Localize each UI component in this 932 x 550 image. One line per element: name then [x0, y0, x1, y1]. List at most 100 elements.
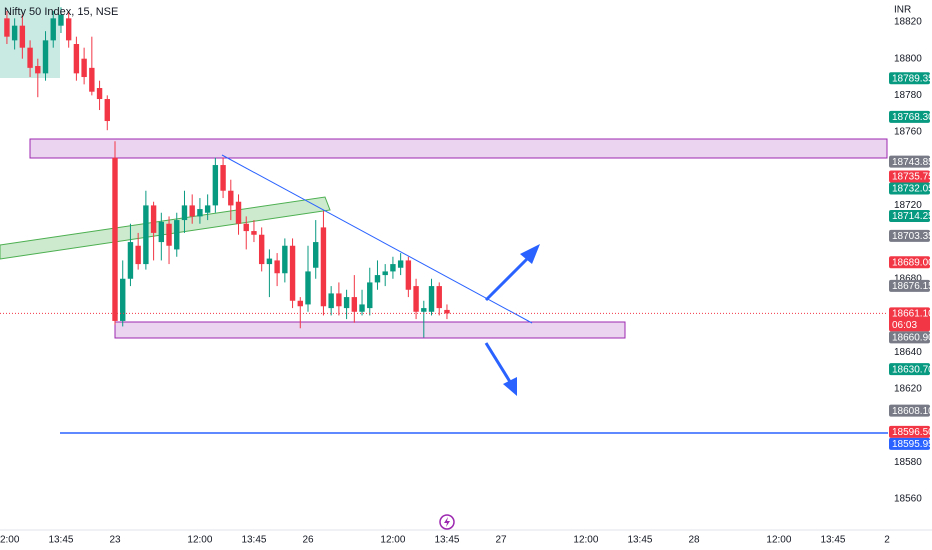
candle-body — [336, 293, 342, 307]
candle-body — [444, 309, 450, 314]
x-tick-label: 27 — [495, 535, 507, 546]
x-tick-label: 12:00 — [380, 535, 405, 546]
candle-body — [189, 205, 195, 217]
price-label: 18689.00 — [892, 257, 932, 268]
candle-body — [274, 260, 280, 274]
candle-body — [4, 18, 10, 37]
candle-body — [150, 205, 157, 233]
candle-body — [228, 190, 234, 206]
candle-body — [104, 99, 110, 122]
candle-body — [266, 258, 273, 265]
candle-body — [243, 223, 249, 232]
price-label-box — [889, 404, 930, 417]
price-label: 18608.10 — [892, 406, 932, 417]
candle-body — [313, 242, 319, 268]
trend-line — [221, 154, 533, 324]
candle-body — [143, 205, 149, 265]
candle-body — [367, 282, 373, 309]
support-zone — [114, 321, 626, 339]
arrow-up-head — [520, 244, 540, 264]
chart-title: Nifty 50 Index, 15, NSE — [4, 6, 118, 18]
candle-body — [436, 286, 442, 309]
candle-body — [204, 205, 211, 213]
candle-body — [181, 205, 188, 221]
candle-body — [35, 66, 41, 74]
price-label: 18596.50 — [892, 427, 932, 438]
candle-body — [343, 297, 350, 309]
x-tick-label: 12:00 — [573, 535, 598, 546]
candle-body — [197, 209, 203, 217]
y-tick-label: 18580 — [894, 457, 922, 468]
price-label: 18789.35 — [892, 73, 932, 84]
arrow-down — [484, 342, 514, 386]
arrow-up — [484, 254, 532, 302]
drawings — [0, 0, 888, 434]
lightning-icon[interactable] — [439, 514, 455, 530]
candle-body — [351, 297, 358, 312]
candle-body — [305, 271, 311, 305]
price-label: 18703.35 — [892, 231, 932, 242]
price-label: 18768.30 — [892, 112, 932, 123]
x-tick-label: 23 — [109, 535, 121, 546]
price-label: 18732.05 — [892, 184, 932, 195]
price-label-box — [889, 209, 930, 222]
y-tick-label: 18800 — [894, 53, 922, 64]
lightning-bolt — [444, 517, 450, 527]
candle-body — [258, 234, 265, 265]
channel — [0, 196, 331, 260]
x-tick-label: 12:00 — [187, 535, 212, 546]
price-label-box — [889, 182, 930, 195]
candle-body — [328, 293, 334, 309]
candle-body — [120, 278, 126, 321]
x-tick-label: 12:00 — [0, 535, 20, 546]
candle-body — [382, 271, 388, 276]
candles — [0, 7, 888, 338]
x-tick-label: 13:45 — [434, 535, 459, 546]
currency: INR — [894, 5, 911, 16]
x-tick-label: 13:45 — [241, 535, 266, 546]
price-label-box — [889, 331, 930, 344]
x-tick-label: 13:45 — [627, 535, 652, 546]
y-tick-label: 18620 — [894, 383, 922, 394]
price-label-box — [889, 170, 930, 183]
price-label-box — [889, 256, 930, 269]
candle-body — [89, 67, 95, 92]
price-label-box — [889, 437, 930, 450]
candle-body — [297, 300, 303, 307]
candle-body — [11, 25, 18, 41]
y-tick-label: 18560 — [894, 493, 922, 504]
candle-body — [166, 223, 172, 246]
resistance-zone — [29, 138, 888, 159]
candle-body — [405, 260, 412, 290]
price-label-box — [889, 72, 930, 85]
y-tick-label: 18720 — [894, 200, 922, 211]
price-label-box — [889, 425, 930, 438]
candle-body — [127, 242, 134, 279]
candle-body — [320, 227, 327, 307]
y-tick-label: 18640 — [894, 347, 922, 358]
price-label-box — [889, 363, 930, 376]
candle-body — [390, 264, 396, 272]
candle-body — [50, 18, 56, 41]
x-tick-label: 13:45 — [48, 535, 73, 546]
arrow-down-head — [503, 377, 517, 396]
candle-body — [212, 165, 219, 206]
candle-body — [421, 308, 427, 312]
candle-body — [65, 18, 72, 41]
x-tick-label: 13:45 — [820, 535, 845, 546]
candle-body — [27, 47, 33, 68]
y-tick-label: 18760 — [894, 127, 922, 138]
y-tick-label: 18780 — [894, 90, 922, 101]
candle-body — [112, 157, 118, 321]
candle-body — [374, 275, 381, 283]
price-label-box — [889, 307, 930, 332]
x-tick-label: 12:00 — [766, 535, 791, 546]
candle-body — [96, 88, 103, 100]
price-label-box — [889, 155, 930, 168]
x-tick-label: 2 — [884, 535, 890, 546]
candle-body — [220, 165, 226, 191]
candle-body — [235, 201, 242, 224]
price-label: 18630.70 — [892, 364, 932, 375]
price-label: 18595.95 — [892, 439, 932, 450]
